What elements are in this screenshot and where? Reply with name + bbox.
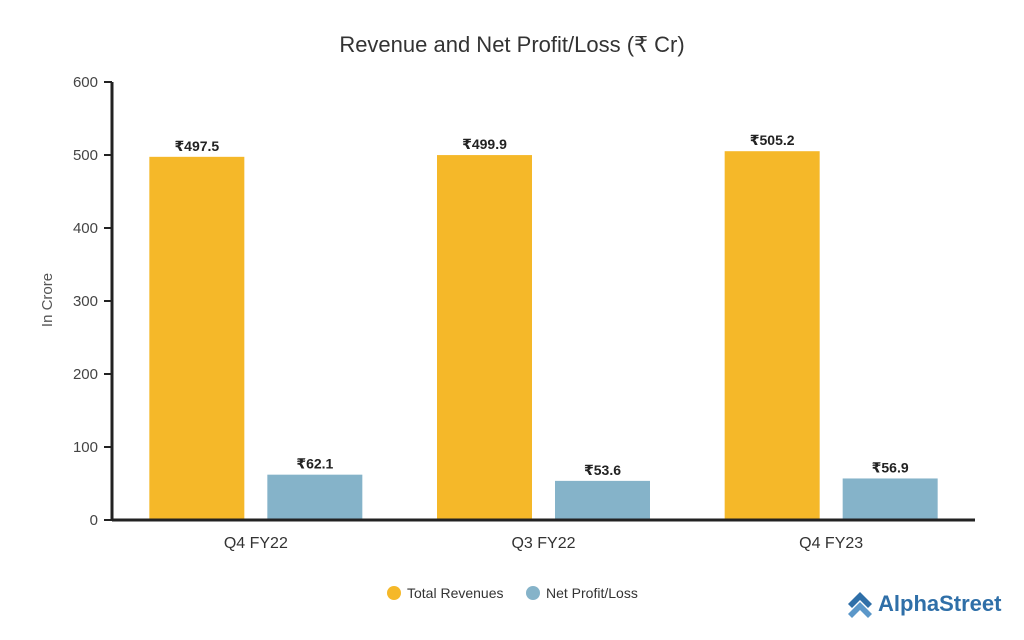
brand-name: AlphaStreet [878, 591, 1002, 616]
legend-swatch-net-profit-loss [526, 586, 540, 600]
y-tick-label: 0 [90, 512, 98, 529]
y-axis-label: In Crore [39, 273, 56, 327]
data-label-net-profit-loss: ₹62.1 [296, 456, 333, 472]
x-category-label: Q4 FY23 [799, 535, 863, 552]
brand-logo: AlphaStreet [848, 591, 1002, 618]
data-label-total-revenues: ₹497.5 [174, 138, 219, 154]
legend-label-total-revenues: Total Revenues [407, 585, 504, 601]
data-label-net-profit-loss: ₹53.6 [584, 462, 621, 478]
bar-total-revenues [437, 155, 532, 520]
x-category-label: Q3 FY22 [511, 535, 575, 552]
legend: Total Revenues Net Profit/Loss [387, 585, 638, 601]
y-tick-label: 300 [73, 293, 98, 310]
x-category-label: Q4 FY22 [224, 535, 288, 552]
chart-title: Revenue and Net Profit/Loss (₹ Cr) [339, 32, 684, 57]
y-tick-label: 600 [73, 74, 98, 91]
y-tick-label: 100 [73, 439, 98, 456]
data-label-total-revenues: ₹499.9 [462, 136, 507, 152]
y-tick-label: 500 [73, 147, 98, 164]
data-label-total-revenues: ₹505.2 [750, 132, 795, 148]
bar-net-profit-loss [555, 480, 650, 520]
legend-label-net-profit-loss: Net Profit/Loss [546, 585, 638, 601]
y-tick-label: 200 [73, 366, 98, 383]
bar-net-profit-loss [267, 474, 363, 520]
bar-total-revenues [149, 156, 245, 520]
y-tick-label: 400 [73, 220, 98, 237]
alphastreet-logo-icon [848, 592, 872, 618]
data-label-net-profit-loss: ₹56.9 [872, 459, 909, 475]
bar-net-profit-loss [842, 478, 938, 520]
legend-swatch-total-revenues [387, 586, 401, 600]
bar-total-revenues [724, 151, 820, 521]
